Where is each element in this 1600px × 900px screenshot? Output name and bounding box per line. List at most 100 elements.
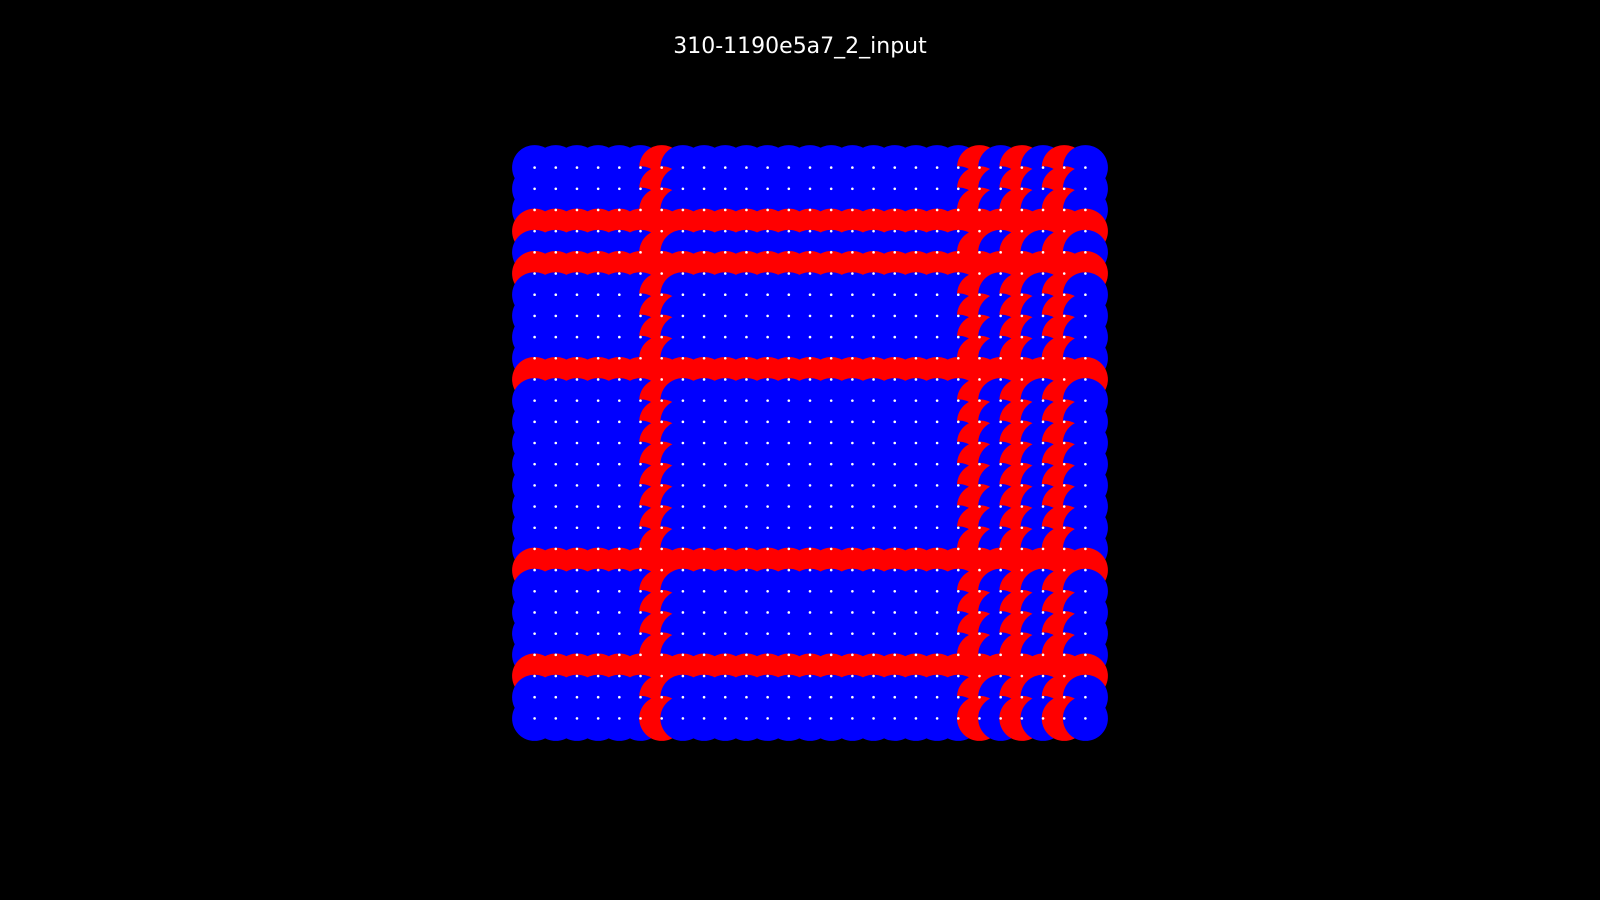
grid-cell-dot-20-26 [1084, 589, 1087, 593]
grid-cell-dot-15-10 [745, 484, 748, 487]
grid-cell-dot-16-15 [851, 505, 854, 508]
grid-cell-dot-22-3 [596, 632, 600, 635]
grid-cell-dot-17-21 [978, 526, 981, 530]
grid-cell-dot-10-1 [554, 378, 558, 381]
grid-cell-dot-23-2 [575, 653, 579, 657]
grid-cell-dot-10-26 [1084, 378, 1087, 381]
grid-cell-dot-24-23 [1020, 674, 1024, 678]
grid-cell-dot-4-22 [999, 251, 1002, 254]
grid-cell-dot-14-23 [1020, 462, 1024, 466]
grid-cell-dot-1-0 [533, 187, 536, 191]
grid-cell-dot-16-14 [829, 505, 833, 508]
grid-cell-dot-14-16 [872, 462, 875, 466]
grid-cell-dot-12-14 [829, 420, 833, 424]
grid-cell-dot-11-4 [618, 399, 621, 402]
grid-cell-dot-1-22 [999, 187, 1002, 191]
grid-cell-dot-0-12 [787, 166, 791, 169]
grid-cell-dot-19-18 [914, 568, 918, 572]
grid-cell-dot-7-19 [935, 314, 939, 318]
grid-cell-dot-0-5 [639, 166, 642, 169]
grid-cell-dot-8-14 [829, 335, 833, 339]
grid-cell-dot-0-19 [935, 166, 939, 169]
grid-cell-dot-10-8 [702, 378, 706, 381]
grid-cell-dot-12-20 [956, 420, 960, 424]
grid-cell-dot-17-24 [1041, 526, 1045, 530]
grid-cell-dot-8-22 [999, 335, 1002, 339]
grid-cell-dot-25-5 [639, 695, 642, 699]
grid-cell-dot-14-24 [1041, 462, 1045, 466]
grid-cell-dot-15-21 [978, 484, 981, 487]
grid-cell-dot-24-15 [851, 674, 854, 678]
grid-cell-dot-26-21 [978, 717, 981, 720]
grid-cell-dot-10-23 [1020, 378, 1024, 381]
grid-cell-dot-3-13 [808, 229, 812, 233]
grid-cell-dot-17-3 [596, 526, 600, 530]
grid-cell-dot-19-19 [935, 568, 939, 572]
grid-cell-dot-12-22 [999, 420, 1002, 424]
grid-cell-dot-7-25 [1062, 314, 1066, 318]
grid-cell-dot-12-21 [978, 420, 981, 424]
grid-cell-dot-2-26 [1084, 208, 1087, 212]
grid-cell-dot-25-3 [596, 695, 600, 699]
grid-cell-dot-0-1 [554, 166, 558, 169]
grid-cell-dot-5-9 [723, 272, 727, 275]
grid-cell-dot-3-8 [702, 229, 706, 233]
grid-cell-dot-12-16 [872, 420, 875, 424]
grid-cell-dot-20-1 [554, 589, 558, 593]
grid-cell-dot-17-17 [893, 526, 897, 530]
grid-cell-dot-5-24 [1041, 272, 1045, 275]
grid-cell-dot-4-16 [872, 251, 875, 254]
grid-cell-dot-22-7 [681, 632, 685, 635]
grid-cell-dot-8-7 [681, 335, 685, 339]
grid-cell-dot-15-16 [872, 484, 875, 487]
grid-cell-dot-17-9 [723, 526, 727, 530]
grid-cell-dot-17-11 [766, 526, 769, 530]
grid-cell-dot-25-24 [1041, 695, 1045, 699]
grid-cell-dot-11-23 [1020, 399, 1024, 402]
grid-cell-dot-12-26 [1084, 420, 1087, 424]
grid-cell-dot-8-3 [596, 335, 600, 339]
grid-cell-dot-26-15 [851, 717, 854, 720]
grid-cell-dot-3-10 [745, 229, 748, 233]
grid-cell-dot-2-17 [893, 208, 897, 212]
grid-cell-dot-18-1 [554, 547, 558, 551]
grid-cell-dot-7-7 [681, 314, 685, 318]
grid-cell-dot-4-26 [1084, 251, 1087, 254]
grid-cell-dot-10-25 [1062, 378, 1066, 381]
grid-cell-dot-9-24 [1041, 356, 1045, 360]
grid-cell-dot-16-5 [639, 505, 642, 508]
grid-cell-dot-25-12 [787, 695, 791, 699]
grid-cell-dot-12-5 [639, 420, 642, 424]
grid-cell-dot-26-22 [999, 717, 1002, 720]
grid-cell-dot-13-1 [554, 441, 558, 445]
grid-cell-dot-2-0 [533, 208, 536, 212]
grid-cell-dot-17-10 [745, 526, 748, 530]
grid-cell-dot-18-2 [575, 547, 579, 551]
grid-cell-dot-2-20 [956, 208, 960, 212]
grid-cell-dot-16-20 [956, 505, 960, 508]
grid-cell-dot-16-16 [872, 505, 875, 508]
grid-cell-dot-11-5 [639, 399, 642, 402]
grid-cell-dot-12-19 [935, 420, 939, 424]
grid-cell-dot-6-3 [596, 293, 600, 297]
grid-cell-dot-26-11 [766, 717, 769, 720]
grid-cell-dot-21-14 [829, 611, 833, 614]
grid-cell-dot-21-26 [1084, 611, 1087, 614]
grid-cell-dot-17-19 [935, 526, 939, 530]
grid-cell-dot-16-12 [787, 505, 791, 508]
grid-cell-dot-0-11 [766, 166, 769, 169]
grid-cell-dot-4-13 [808, 251, 812, 254]
grid-cell-dot-22-14 [829, 632, 833, 635]
grid-cell-dot-9-10 [745, 356, 748, 360]
grid-cell-dot-8-8 [702, 335, 706, 339]
grid-cell-dot-24-7 [681, 674, 685, 678]
grid-cell-dot-23-12 [787, 653, 791, 657]
grid-cell-dot-26-18 [914, 717, 918, 720]
grid-cell-dot-25-11 [766, 695, 769, 699]
grid-cell-dot-9-17 [893, 356, 897, 360]
grid-cell-dot-20-23 [1020, 589, 1024, 593]
grid-cell-dot-3-21 [978, 229, 981, 233]
grid-cell-dot-15-0 [533, 484, 536, 487]
grid-cell-dot-6-18 [914, 293, 918, 297]
grid-cell-dot-22-17 [893, 632, 897, 635]
